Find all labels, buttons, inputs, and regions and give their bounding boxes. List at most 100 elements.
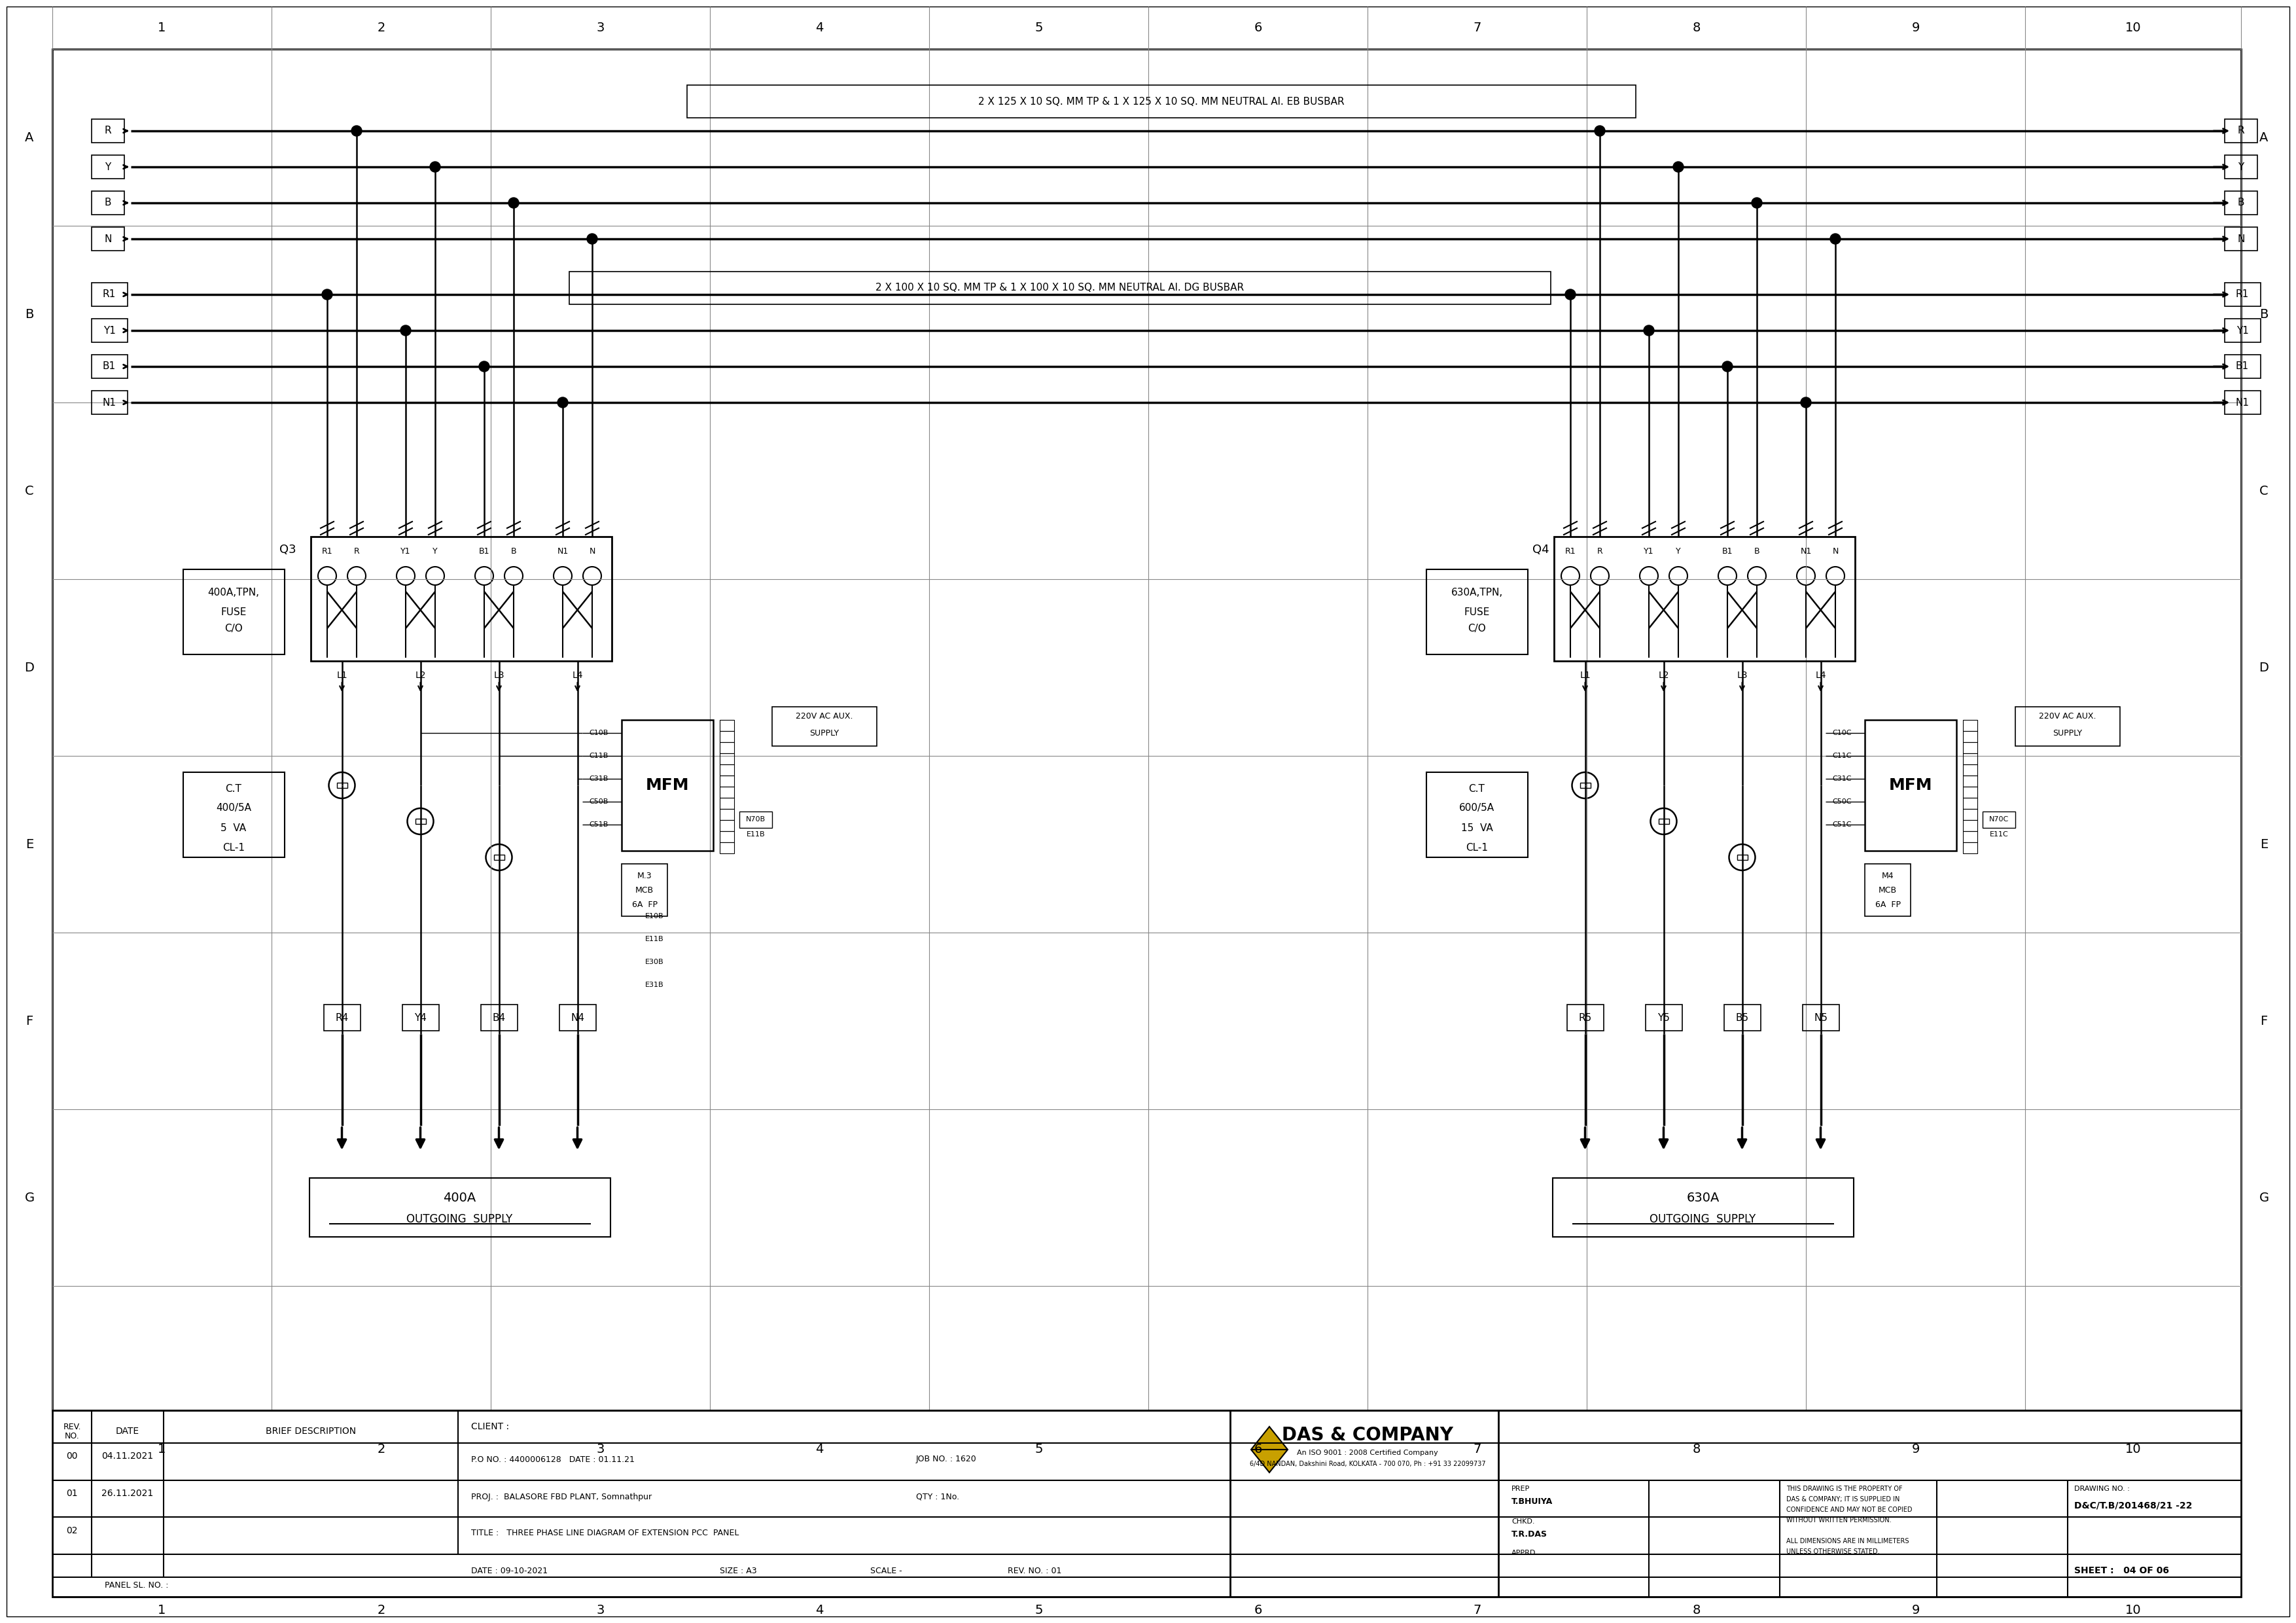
Text: 8: 8 [1692, 1604, 1701, 1617]
Text: An ISO 9001 : 2008 Certified Company: An ISO 9001 : 2008 Certified Company [1297, 1449, 1437, 1456]
Bar [184, 773, 285, 857]
Text: C51B: C51B [590, 821, 608, 828]
Text: PANEL SL. NO. :: PANEL SL. NO. : [106, 1581, 168, 1591]
Text: 400/5A: 400/5A [216, 803, 250, 813]
Text: MCB: MCB [1878, 886, 1896, 894]
Bar [416, 818, 425, 824]
Bar [1963, 842, 1977, 854]
Bar [1552, 1178, 1853, 1237]
Bar [1864, 721, 1956, 850]
Text: DRAWING NO. :: DRAWING NO. : [2073, 1485, 2131, 1492]
Text: UNLESS OTHERWISE STATED.: UNLESS OTHERWISE STATED. [1786, 1548, 1880, 1555]
Text: 15  VA: 15 VA [1460, 823, 1492, 833]
Text: Y: Y [1676, 547, 1681, 555]
Text: C11B: C11B [590, 753, 608, 760]
Text: 5: 5 [1035, 1604, 1042, 1617]
Text: 600/5A: 600/5A [1458, 803, 1495, 813]
Circle shape [1752, 198, 1761, 208]
Bar [719, 787, 735, 799]
Bar [1802, 1005, 1839, 1031]
Text: B1: B1 [103, 362, 115, 372]
Text: 9: 9 [1913, 1604, 1919, 1617]
Text: 1: 1 [158, 1443, 165, 1456]
Bar [310, 537, 611, 661]
Text: 10: 10 [2126, 21, 2142, 34]
Text: N: N [103, 234, 113, 243]
Bar [1566, 1005, 1603, 1031]
Text: B4: B4 [491, 1013, 505, 1022]
Bar [92, 156, 124, 179]
Text: REV. NO. : 01: REV. NO. : 01 [1008, 1566, 1061, 1574]
Text: Q4: Q4 [1531, 544, 1550, 555]
Bar [53, 49, 2241, 1410]
Bar [1963, 776, 1977, 787]
Bar [2225, 282, 2262, 307]
Bar [494, 855, 505, 860]
Text: C: C [2259, 485, 2268, 497]
Text: 400A: 400A [443, 1191, 475, 1204]
Text: N1: N1 [2236, 398, 2250, 407]
Bar [719, 808, 735, 820]
Bar [92, 391, 129, 414]
Text: 7: 7 [1474, 1443, 1481, 1456]
Text: 4: 4 [815, 1443, 824, 1456]
Bar [1963, 721, 1977, 730]
Text: NO.: NO. [64, 1431, 80, 1441]
Text: F: F [25, 1014, 32, 1027]
Text: C31C: C31C [1832, 776, 1851, 782]
Text: G: G [25, 1191, 34, 1204]
Text: C.T: C.T [225, 784, 241, 794]
Bar [1963, 753, 1977, 764]
Text: OUTGOING  SUPPLY: OUTGOING SUPPLY [406, 1214, 512, 1225]
Text: 630A,TPN,: 630A,TPN, [1451, 588, 1502, 597]
Text: SUPPLY: SUPPLY [2053, 729, 2082, 737]
Text: L1: L1 [1580, 670, 1591, 680]
Text: 2: 2 [377, 21, 386, 34]
Text: 9: 9 [1913, 21, 1919, 34]
Bar [324, 1005, 360, 1031]
Bar [402, 1005, 439, 1031]
Bar [1981, 812, 2016, 828]
Text: CLIENT :: CLIENT : [471, 1422, 510, 1431]
Text: C11C: C11C [1832, 753, 1851, 760]
Text: 220V AC AUX.: 220V AC AUX. [2039, 712, 2096, 721]
Text: Y1: Y1 [2236, 326, 2248, 336]
Bar [2225, 118, 2257, 143]
Text: L4: L4 [572, 670, 583, 680]
Bar [480, 1005, 517, 1031]
Text: R: R [106, 127, 113, 136]
Text: Y: Y [2239, 162, 2243, 172]
Text: 2 X 125 X 10 SQ. MM TP & 1 X 125 X 10 SQ. MM NEUTRAL Al. EB BUSBAR: 2 X 125 X 10 SQ. MM TP & 1 X 125 X 10 SQ… [978, 96, 1345, 107]
Text: 630A: 630A [1685, 1191, 1720, 1204]
Text: 8: 8 [1692, 21, 1701, 34]
Text: F: F [2259, 1014, 2268, 1027]
Bar [1426, 773, 1527, 857]
Text: D: D [2259, 661, 2268, 674]
Bar [719, 776, 735, 787]
Text: TITLE :   THREE PHASE LINE DIAGRAM OF EXTENSION PCC  PANEL: TITLE : THREE PHASE LINE DIAGRAM OF EXTE… [471, 1529, 739, 1537]
Bar [719, 742, 735, 753]
Text: 5  VA: 5 VA [220, 823, 246, 833]
Text: BRIEF DESCRIPTION: BRIEF DESCRIPTION [266, 1427, 356, 1436]
Text: C50B: C50B [590, 799, 608, 805]
Text: C10B: C10B [590, 730, 608, 737]
Text: 26.11.2021: 26.11.2021 [101, 1488, 154, 1498]
Bar [1963, 831, 1977, 842]
Bar [92, 227, 124, 250]
Text: Y4: Y4 [413, 1013, 427, 1022]
Text: 00: 00 [67, 1451, 78, 1461]
Text: Y1: Y1 [400, 547, 411, 555]
Text: B: B [25, 308, 34, 320]
Bar [622, 721, 714, 850]
Text: C/O: C/O [1467, 623, 1486, 633]
Bar [1658, 818, 1669, 824]
Text: E11B: E11B [645, 936, 664, 943]
Bar [2225, 156, 2257, 179]
Text: R1: R1 [103, 289, 115, 299]
Bar [1963, 787, 1977, 799]
Text: C10C: C10C [1832, 730, 1851, 737]
Bar [719, 764, 735, 776]
Circle shape [1674, 162, 1683, 172]
Bar [1554, 537, 1855, 661]
Bar [92, 192, 124, 214]
